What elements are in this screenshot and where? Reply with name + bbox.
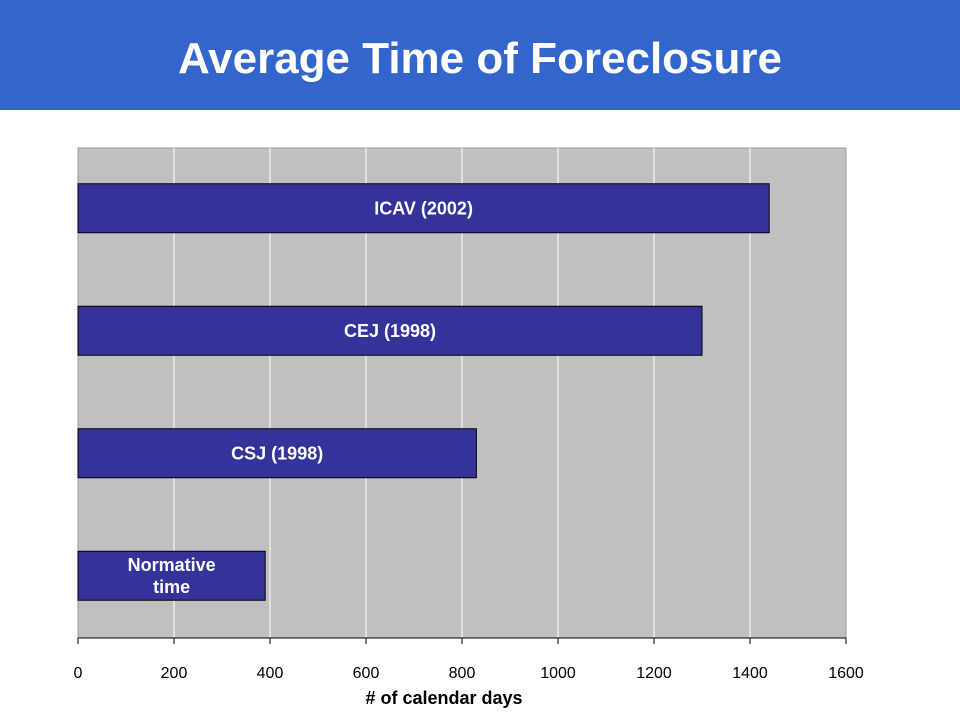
bar-label: CSJ (1998) <box>231 443 323 463</box>
bars: ICAV (2002) CEJ (1998) CSJ (1998) Normative… <box>77 183 770 601</box>
x-tick-label: 1200 <box>636 665 672 682</box>
x-tick-label: 0 <box>74 665 83 682</box>
x-tick-label: 400 <box>257 665 284 682</box>
bar-label: ICAV (2002) <box>374 198 473 218</box>
bar-label: Normative time <box>128 555 216 597</box>
bar <box>77 305 703 356</box>
x-tick-label: 800 <box>449 665 476 682</box>
x-tick-label: 1600 <box>828 665 864 682</box>
bar <box>77 183 770 234</box>
x-tick-label: 1000 <box>540 665 576 682</box>
x-axis-title: # of calendar days <box>365 688 522 708</box>
x-axis-ticks: 0 200 400 600 800 1000 1200 1400 1600 <box>74 638 864 682</box>
x-tick-label: 200 <box>161 665 188 682</box>
title-banner <box>0 0 960 110</box>
bar <box>77 428 477 479</box>
bar <box>77 550 266 601</box>
x-tick-label: 1400 <box>732 665 768 682</box>
bar-label: CEJ (1998) <box>344 321 436 341</box>
x-tick-label: 600 <box>353 665 380 682</box>
slide-title: Average Time of Foreclosure <box>178 34 782 83</box>
